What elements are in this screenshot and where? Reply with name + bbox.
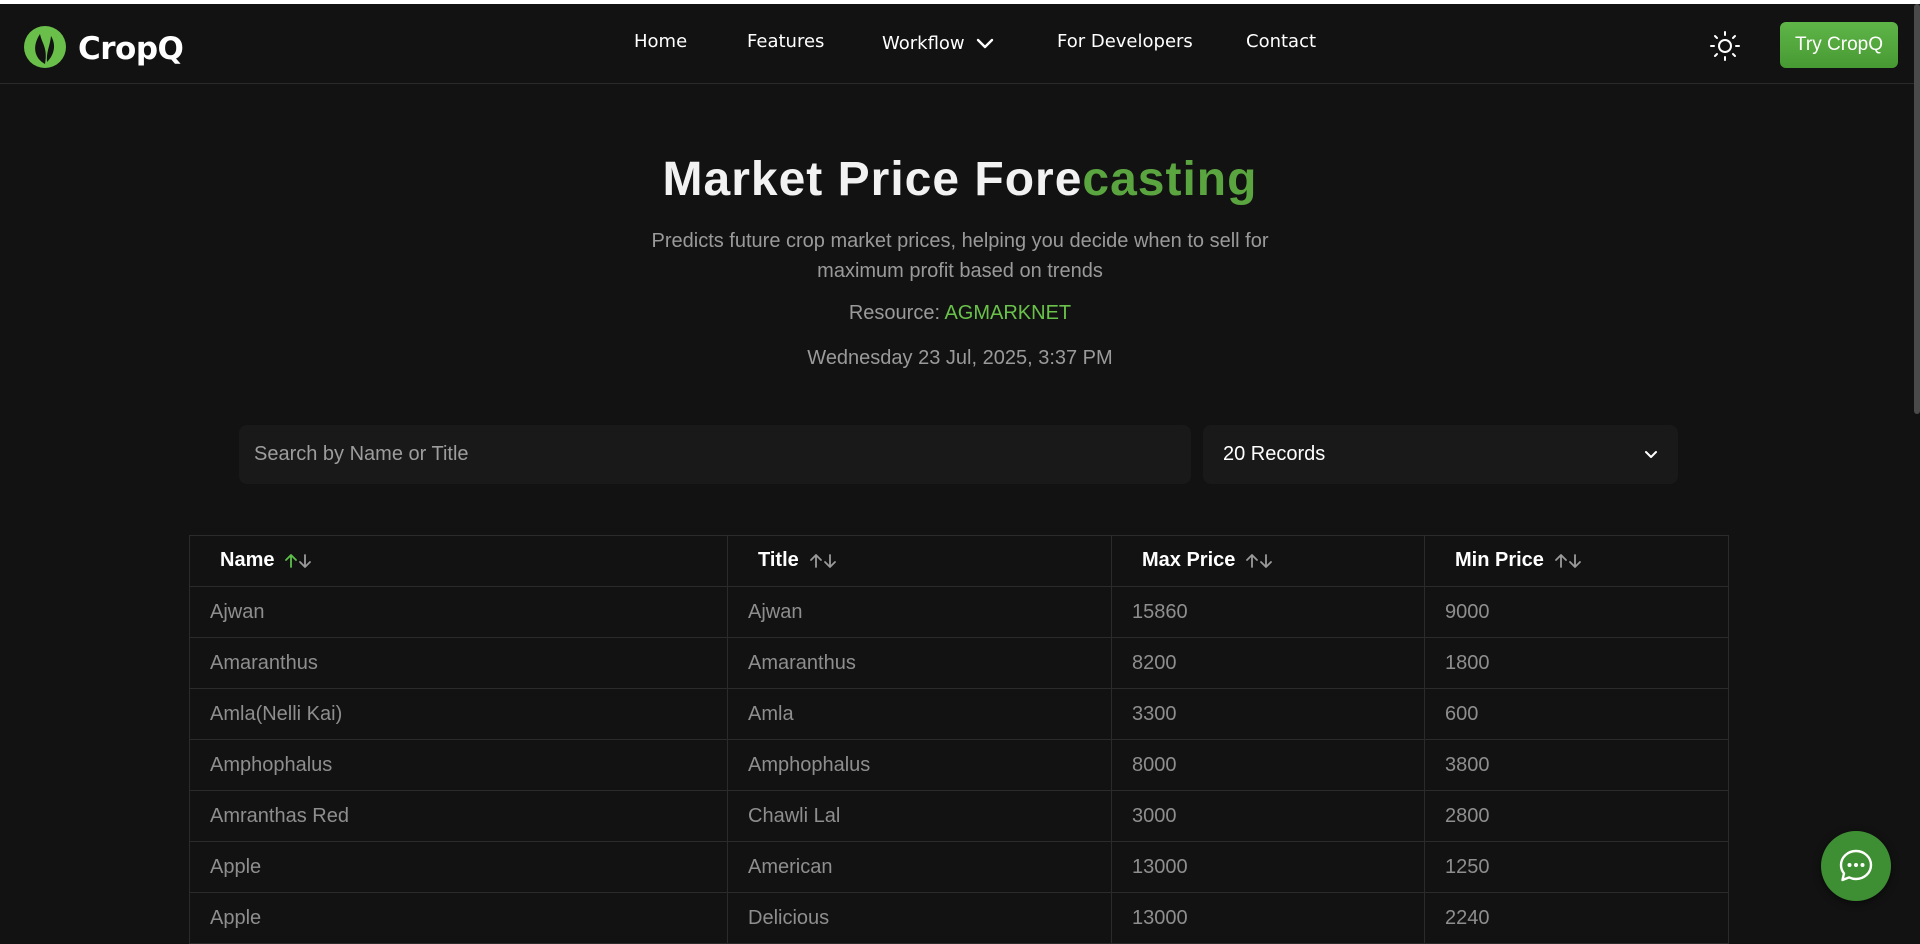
try-cropq-button[interactable]: Try CropQ <box>1780 22 1898 68</box>
brand-name: CropQ <box>78 31 184 67</box>
cell-min-price: 600 <box>1424 688 1729 740</box>
cell-title: Ajwan <box>727 586 1112 638</box>
cell-name: Amranthas Red <box>189 790 728 842</box>
table-row: Apple American 13000 1250 <box>189 841 1729 893</box>
current-datetime: Wednesday 23 Jul, 2025, 3:37 PM <box>807 347 1113 369</box>
resource-link[interactable]: AGMARKNET <box>944 302 1072 324</box>
table-header-row: Name Title Max Price Min Price <box>189 535 1729 587</box>
sort-arrows-icon[interactable] <box>1554 550 1584 573</box>
resource-label: Resource: <box>848 302 940 324</box>
page-subtitle: Predicts future crop market prices, help… <box>651 230 1269 282</box>
cell-min-price: 1250 <box>1424 841 1729 893</box>
table-row: Ajwan Ajwan 15860 9000 <box>189 586 1729 638</box>
column-header-min-price[interactable]: Min Price <box>1424 535 1729 587</box>
page-title-accent: casting <box>1082 153 1258 206</box>
table-row: Amla(Nelli Kai) Amla 3300 600 <box>189 688 1729 740</box>
cell-name: Amaranthus <box>189 637 728 689</box>
cell-max-price: 3300 <box>1111 688 1425 740</box>
table-row: Apple Delicious 13000 2240 <box>189 892 1729 944</box>
cell-title: Amphophalus <box>727 739 1112 791</box>
cell-max-price: 8200 <box>1111 637 1425 689</box>
sort-arrows-icon[interactable] <box>809 550 839 573</box>
records-select-value: 20 Records <box>1223 443 1326 465</box>
cell-min-price: 3800 <box>1424 739 1729 791</box>
nav-contact[interactable]: Contact <box>1246 31 1317 52</box>
cell-min-price: 2240 <box>1424 892 1729 944</box>
nav-for-developers[interactable]: For Developers <box>1057 31 1193 52</box>
brand-logo[interactable]: CropQ <box>22 24 184 74</box>
column-header-name[interactable]: Name <box>189 535 728 587</box>
leaf-logo-icon <box>22 24 68 74</box>
price-table: Name Title Max Price Min Price Ajwan Ajw… <box>189 535 1729 944</box>
chat-bubble-icon <box>1839 849 1873 882</box>
chevron-down-icon <box>977 38 994 49</box>
nav-features[interactable]: Features <box>747 31 825 52</box>
page-title-main: Market Price Fore <box>662 153 1083 206</box>
chat-button[interactable] <box>1821 831 1891 901</box>
page-title: Market Price Forecasting <box>0 152 1920 207</box>
cell-title: Chawli Lal <box>727 790 1112 842</box>
cell-name: Apple <box>189 841 728 893</box>
browser-top-strip <box>0 0 1920 4</box>
cell-name: Amla(Nelli Kai) <box>189 688 728 740</box>
cell-min-price: 1800 <box>1424 637 1729 689</box>
nav-home[interactable]: Home <box>634 31 688 52</box>
cell-name: Apple <box>189 892 728 944</box>
cell-name: Amphophalus <box>189 739 728 791</box>
nav-workflow-label: Workflow <box>882 33 965 54</box>
table-row: Amranthas Red Chawli Lal 3000 2800 <box>189 790 1729 842</box>
nav-workflow[interactable]: Workflow <box>882 33 994 54</box>
records-select[interactable]: 20 Records <box>1203 425 1678 484</box>
table-row: Amaranthus Amaranthus 8200 1800 <box>189 637 1729 689</box>
table-row: Amphophalus Amphophalus 8000 3800 <box>189 739 1729 791</box>
cell-title: American <box>727 841 1112 893</box>
cell-title: Delicious <box>727 892 1112 944</box>
cell-min-price: 2800 <box>1424 790 1729 842</box>
page-scrollbar[interactable] <box>1914 4 1920 414</box>
cell-min-price: 9000 <box>1424 586 1729 638</box>
column-header-max-price[interactable]: Max Price <box>1111 535 1425 587</box>
cell-max-price: 15860 <box>1111 586 1425 638</box>
cell-max-price: 3000 <box>1111 790 1425 842</box>
cell-title: Amaranthus <box>727 637 1112 689</box>
navbar: CropQ Home Features Workflow For Develop… <box>0 4 1920 84</box>
cell-max-price: 13000 <box>1111 892 1425 944</box>
cell-title: Amla <box>727 688 1112 740</box>
chevron-down-icon <box>1645 450 1657 458</box>
cell-name: Ajwan <box>189 586 728 638</box>
search-input[interactable] <box>239 425 1191 484</box>
cell-max-price: 13000 <box>1111 841 1425 893</box>
theme-toggle-button[interactable] <box>1708 29 1742 63</box>
sun-icon <box>1710 31 1740 61</box>
cell-max-price: 8000 <box>1111 739 1425 791</box>
resource-line: Resource: AGMARKNET <box>0 302 1920 325</box>
column-header-title[interactable]: Title <box>727 535 1112 587</box>
sort-arrows-icon[interactable] <box>284 550 314 573</box>
sort-arrows-icon[interactable] <box>1245 550 1275 573</box>
